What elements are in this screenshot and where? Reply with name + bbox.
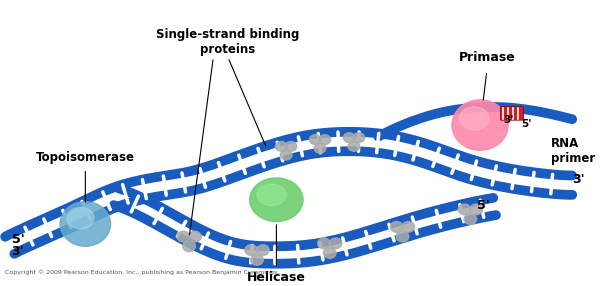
Ellipse shape [177, 231, 190, 242]
Ellipse shape [402, 222, 415, 232]
Ellipse shape [183, 241, 196, 252]
Ellipse shape [464, 214, 476, 225]
Ellipse shape [329, 238, 342, 249]
Ellipse shape [391, 222, 403, 232]
Ellipse shape [323, 248, 336, 258]
Ellipse shape [470, 204, 482, 215]
Ellipse shape [245, 245, 257, 255]
Text: Primase: Primase [458, 51, 515, 64]
Text: 5': 5' [477, 199, 490, 212]
Ellipse shape [275, 142, 287, 151]
Ellipse shape [60, 202, 110, 246]
Ellipse shape [343, 133, 355, 142]
Ellipse shape [353, 133, 365, 142]
Ellipse shape [348, 142, 360, 151]
FancyBboxPatch shape [500, 107, 524, 120]
Text: Topoisomerase: Topoisomerase [36, 151, 135, 164]
Ellipse shape [67, 207, 94, 229]
Ellipse shape [396, 231, 409, 242]
Ellipse shape [285, 142, 297, 151]
Ellipse shape [452, 100, 508, 150]
Ellipse shape [257, 245, 269, 255]
Ellipse shape [188, 231, 201, 242]
Ellipse shape [314, 144, 326, 153]
Text: RNA
primer: RNA primer [551, 137, 595, 165]
Ellipse shape [458, 204, 471, 215]
Ellipse shape [460, 107, 489, 130]
Ellipse shape [310, 135, 321, 144]
Text: 3': 3' [503, 115, 514, 125]
Ellipse shape [319, 135, 331, 144]
Text: 3': 3' [11, 245, 24, 258]
Ellipse shape [251, 255, 263, 265]
Text: Single-strand binding
proteins: Single-strand binding proteins [156, 28, 299, 56]
Text: 5': 5' [11, 233, 25, 246]
Text: Helicase: Helicase [247, 271, 306, 283]
Ellipse shape [250, 178, 303, 222]
Ellipse shape [280, 150, 292, 160]
Text: Copyright © 2009 Pearson Education, Inc., publishing as Pearson Benjamin Cumming: Copyright © 2009 Pearson Education, Inc.… [5, 270, 279, 275]
Text: 5': 5' [521, 119, 531, 129]
Ellipse shape [317, 238, 330, 249]
Text: 3': 3' [572, 173, 585, 186]
Ellipse shape [257, 184, 286, 206]
